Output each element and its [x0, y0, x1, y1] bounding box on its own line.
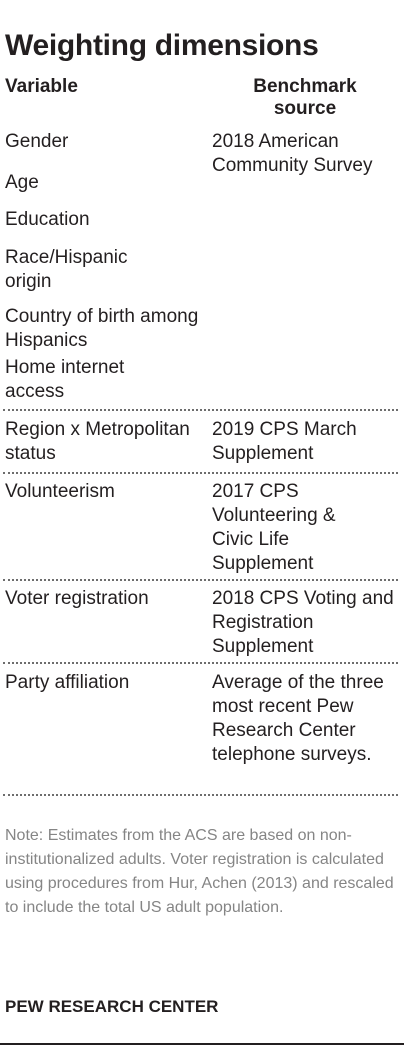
source-2018-acs: 2018 American Community Survey — [212, 131, 373, 176]
column-header-source-line2: source — [273, 98, 337, 119]
variable-country-of-birth: Country of birth among Hispanics — [5, 306, 199, 351]
row-separator — [3, 579, 398, 581]
variable-party-affiliation: Party affiliation — [5, 672, 130, 693]
variable-region-metro-status: Region x Metropolitan status — [5, 419, 190, 464]
variable-volunteerism: Volunteerism — [5, 481, 115, 502]
page-title: Weighting dimensions — [5, 29, 319, 62]
variable-home-internet-access: Home internet access — [5, 357, 125, 402]
source-organization: PEW RESEARCH CENTER — [5, 997, 219, 1016]
variable-age: Age — [5, 172, 39, 193]
variable-voter-registration: Voter registration — [5, 588, 149, 609]
row-separator — [3, 409, 398, 411]
footnote: Note: Estimates from the ACS are based o… — [5, 827, 394, 916]
variable-gender: Gender — [5, 131, 69, 152]
row-separator — [3, 794, 398, 796]
column-header-benchmark-source: Benchmark source — [212, 76, 398, 120]
source-pew-telephone-surveys: Average of the three most recent Pew Res… — [212, 672, 384, 765]
variable-education: Education — [5, 209, 90, 230]
column-header-source-line1: Benchmark — [253, 76, 357, 97]
row-separator — [3, 472, 398, 474]
bottom-rule — [0, 1043, 404, 1045]
variable-race-hispanic-origin: Race/Hispanic origin — [5, 247, 128, 292]
source-2019-cps-march: 2019 CPS March Supplement — [212, 419, 357, 464]
source-2018-cps-voting: 2018 CPS Voting and Registration Supplem… — [212, 588, 394, 657]
source-2017-cps-volunteering: 2017 CPS Volunteering & Civic Life Suppl… — [212, 481, 336, 574]
column-header-variable: Variable — [5, 76, 78, 97]
row-separator — [3, 662, 398, 664]
